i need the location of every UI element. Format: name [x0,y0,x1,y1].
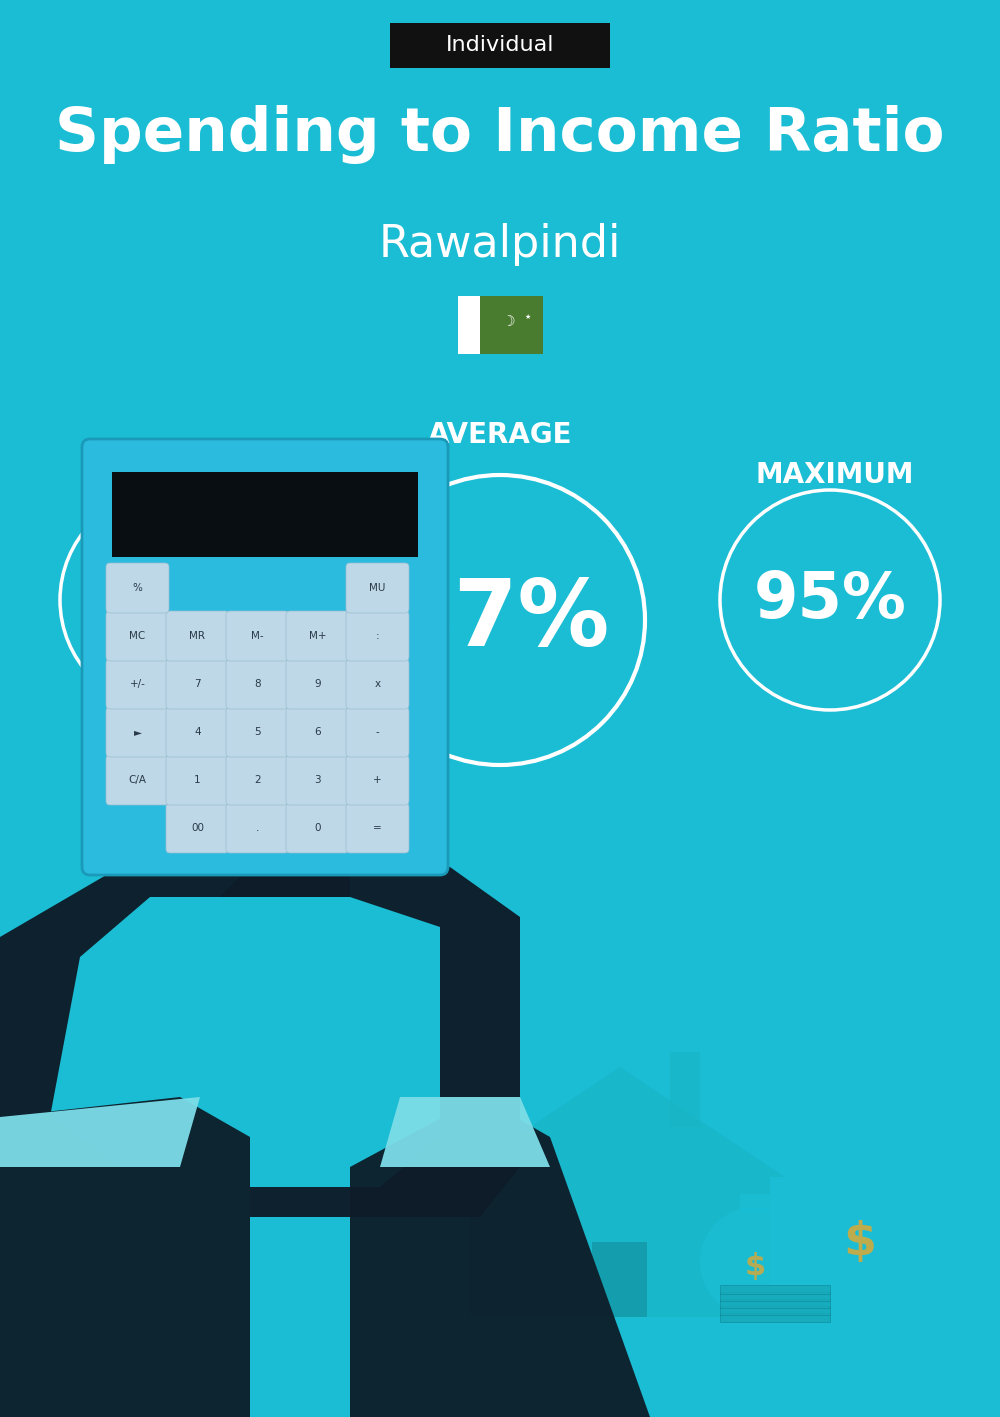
FancyBboxPatch shape [166,611,229,660]
Text: ►: ► [134,727,142,737]
Text: MU: MU [369,582,386,592]
FancyBboxPatch shape [226,659,289,708]
Text: :: : [376,631,379,640]
FancyBboxPatch shape [346,803,409,853]
FancyBboxPatch shape [346,611,409,660]
FancyBboxPatch shape [286,803,349,853]
Bar [720,1314,830,1322]
Text: 1: 1 [194,775,201,785]
Text: $: $ [844,1220,876,1264]
FancyBboxPatch shape [346,755,409,805]
Polygon shape [590,468,850,966]
Polygon shape [0,1097,200,1168]
Bar [592,1241,647,1316]
Text: +: + [373,775,382,785]
Text: $: $ [744,1251,766,1281]
FancyBboxPatch shape [166,803,229,853]
Bar [470,1178,770,1316]
Bar [840,1142,880,1168]
FancyBboxPatch shape [226,611,289,660]
Bar [480,296,542,354]
FancyBboxPatch shape [166,755,229,805]
Text: 87%: 87% [390,575,610,665]
Text: Rawalpindi: Rawalpindi [379,224,621,266]
Bar [458,296,480,354]
FancyBboxPatch shape [82,439,448,876]
FancyBboxPatch shape [286,659,349,708]
Text: C/A: C/A [128,775,146,785]
Text: 2: 2 [254,775,261,785]
FancyBboxPatch shape [106,563,169,614]
Text: M-: M- [251,631,264,640]
Bar [670,1051,700,1127]
Text: 4: 4 [194,727,201,737]
Bar [720,1306,830,1315]
Text: 9: 9 [314,679,321,689]
Polygon shape [380,1097,550,1168]
Text: 8: 8 [254,679,261,689]
Text: 00: 00 [191,823,204,833]
Text: 0: 0 [314,823,321,833]
Circle shape [700,1207,810,1316]
FancyBboxPatch shape [286,707,349,757]
FancyBboxPatch shape [346,707,409,757]
Bar [112,472,418,557]
FancyBboxPatch shape [106,611,169,660]
Text: ★: ★ [525,315,531,320]
FancyBboxPatch shape [166,659,229,708]
Text: MC: MC [129,631,146,640]
Text: x: x [374,679,381,689]
Text: MAXIMUM: MAXIMUM [756,461,914,489]
Text: .: . [256,823,259,833]
Text: +/-: +/- [130,679,145,689]
Text: 6: 6 [314,727,321,737]
Text: MR: MR [190,631,206,640]
Bar [740,1195,770,1212]
Bar [720,1299,830,1308]
Polygon shape [455,1067,785,1178]
Text: 81%: 81% [94,570,246,631]
FancyBboxPatch shape [106,659,169,708]
Polygon shape [350,1097,650,1417]
Bar [720,1292,830,1301]
Text: -: - [376,727,379,737]
Text: 3: 3 [314,775,321,785]
Polygon shape [355,537,545,897]
Text: 5: 5 [254,727,261,737]
FancyBboxPatch shape [106,707,169,757]
Text: M+: M+ [309,631,326,640]
Text: =: = [373,823,382,833]
FancyBboxPatch shape [226,707,289,757]
FancyBboxPatch shape [286,755,349,805]
FancyBboxPatch shape [226,755,289,805]
Text: Individual: Individual [446,35,554,55]
Polygon shape [0,867,350,1168]
Polygon shape [0,1097,250,1417]
Circle shape [785,1162,935,1312]
FancyBboxPatch shape [346,563,409,614]
Text: %: % [133,582,142,592]
FancyBboxPatch shape [106,755,169,805]
Text: 95%: 95% [754,570,906,631]
FancyBboxPatch shape [226,803,289,853]
Text: Spending to Income Ratio: Spending to Income Ratio [55,105,945,164]
Text: 7: 7 [194,679,201,689]
Bar [390,23,610,68]
Text: AVERAGE: AVERAGE [428,421,572,449]
Text: ☽: ☽ [501,315,515,330]
Polygon shape [220,867,520,1217]
FancyBboxPatch shape [166,707,229,757]
FancyBboxPatch shape [346,659,409,708]
FancyBboxPatch shape [286,611,349,660]
Text: MINIMUM: MINIMUM [90,461,240,489]
Bar [720,1285,830,1294]
